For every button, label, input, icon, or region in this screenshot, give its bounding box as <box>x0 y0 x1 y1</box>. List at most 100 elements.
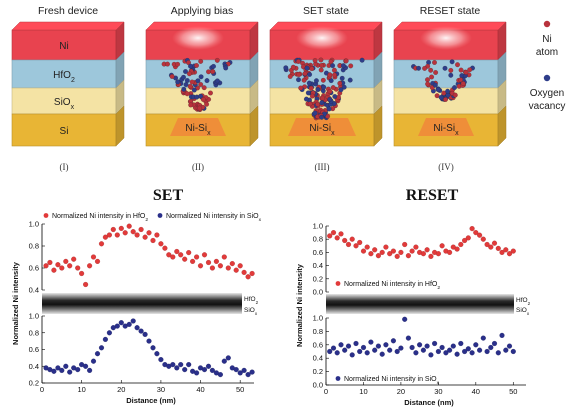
data-point <box>345 343 352 349</box>
data-point <box>178 252 184 258</box>
y-tick-label: 0.8 <box>29 328 39 337</box>
data-point <box>71 256 77 262</box>
data-point <box>372 347 378 353</box>
layer-top-ni <box>11 21 125 31</box>
oxygen-vacancy <box>326 106 332 112</box>
data-point <box>158 241 164 247</box>
ni-atom <box>308 85 314 91</box>
x-tick-label: 40 <box>196 385 204 394</box>
ni-atom <box>319 63 325 68</box>
ni-atom <box>320 95 326 101</box>
ni-atom <box>328 59 334 64</box>
data-point <box>491 340 498 347</box>
ni-atom <box>296 72 302 77</box>
data-point <box>360 344 367 351</box>
data-point <box>495 350 501 356</box>
data-point <box>465 235 471 241</box>
schematic-legend: Ni atom Oxygen vacancy <box>529 20 565 112</box>
ni-atom <box>307 101 313 107</box>
data-point <box>409 344 415 351</box>
y-tick-label: 0.4 <box>29 362 39 371</box>
data-point <box>342 347 348 353</box>
data-point <box>146 230 152 236</box>
oxygen-vacancy <box>304 65 310 71</box>
data-point <box>469 226 475 232</box>
data-point <box>146 338 152 344</box>
legend-marker <box>335 376 341 381</box>
ni-atom-label-line1: Ni <box>542 34 551 45</box>
data-point <box>465 346 471 352</box>
data-point <box>428 352 434 358</box>
data-point <box>79 270 85 277</box>
tem-image-strip <box>42 293 242 314</box>
oxygen-vacancy <box>183 69 188 74</box>
bias-glow <box>420 26 472 50</box>
data-point <box>126 223 132 229</box>
oxygen-vacancy <box>296 77 301 83</box>
data-point <box>118 225 124 231</box>
data-point <box>154 351 160 357</box>
data-point <box>150 237 156 244</box>
data-point <box>63 363 69 369</box>
nisi-region <box>418 118 474 136</box>
data-point <box>510 248 516 254</box>
data-point <box>349 236 355 242</box>
data-point <box>428 253 434 259</box>
data-point <box>217 372 223 378</box>
data-point <box>379 249 385 255</box>
data-point <box>237 370 243 376</box>
nisi-region <box>170 118 226 136</box>
oxygen-vacancy <box>315 87 321 92</box>
ni-atom <box>458 67 464 73</box>
oxygen-vacancy <box>445 88 451 94</box>
data-point <box>94 258 101 264</box>
data-point <box>484 348 490 355</box>
data-point <box>394 253 400 259</box>
data-point <box>372 247 378 253</box>
oxygen-vacancy <box>184 78 190 83</box>
ni-atom <box>169 74 175 79</box>
bias-glow <box>296 26 348 50</box>
ni-atom <box>448 67 454 73</box>
ni-atom-marker <box>543 20 551 28</box>
data-point <box>417 342 423 348</box>
data-point <box>249 270 255 277</box>
ni-atom <box>198 82 204 87</box>
data-point <box>330 230 337 236</box>
data-point <box>413 244 419 250</box>
data-point <box>67 263 73 269</box>
data-point <box>201 367 208 373</box>
schematic-panel-reset: RESET state Ni-Six (IV) <box>393 5 507 172</box>
layer-hfo2 <box>393 59 499 89</box>
data-point <box>420 251 426 257</box>
data-point <box>327 348 333 355</box>
y-tick-label: 0.8 <box>313 327 323 336</box>
data-point <box>345 241 352 248</box>
data-point <box>405 335 411 341</box>
oxygen-vacancy <box>338 87 344 93</box>
ni-atom <box>290 64 296 70</box>
data-point <box>432 340 438 347</box>
data-point <box>477 232 483 238</box>
oxygen-vacancy <box>327 96 333 102</box>
ni-atom <box>208 90 213 96</box>
interface-label-top: HfO2 <box>516 297 531 306</box>
legend-marker <box>43 213 49 218</box>
schematic-panel-bias: Applying bias Ni-Six (II) <box>145 5 259 172</box>
panel-title: RESET state <box>420 5 481 17</box>
data-point <box>51 267 57 273</box>
ni-atom <box>312 58 318 63</box>
data-point <box>213 258 219 264</box>
data-point <box>114 323 120 329</box>
tem-image-strip <box>326 294 514 314</box>
oxygen-vacancy <box>223 65 229 71</box>
data-point <box>375 253 381 259</box>
data-point <box>447 249 453 255</box>
data-point <box>398 345 404 351</box>
data-point <box>338 342 344 348</box>
data-point <box>398 249 404 255</box>
data-point <box>477 347 483 353</box>
y-tick-label: 0.6 <box>313 248 323 257</box>
legend-label: Normalized Ni intensity in HfO2 <box>344 281 440 291</box>
data-point <box>454 246 460 252</box>
